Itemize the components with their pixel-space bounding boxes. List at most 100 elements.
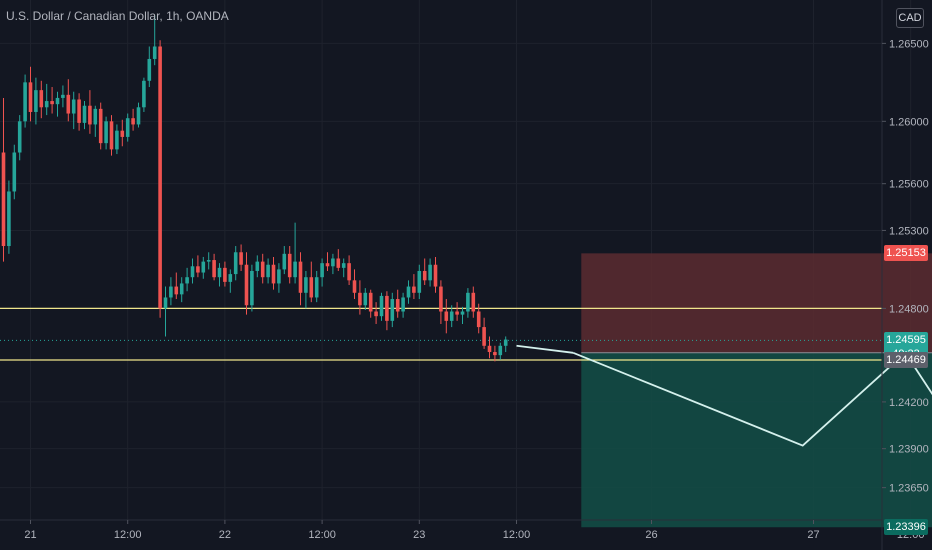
- candle-body: [233, 252, 238, 275]
- candle-body: [304, 277, 308, 293]
- candle-body: [7, 191, 11, 247]
- candle-body: [395, 299, 400, 312]
- candle-body: [347, 263, 351, 281]
- candle-body: [503, 339, 508, 346]
- candle-body: [260, 261, 265, 278]
- candle-body: [385, 295, 389, 321]
- price-axis-label: 1.24200: [889, 397, 929, 409]
- candle-body: [379, 295, 384, 317]
- candle-body: [320, 263, 324, 278]
- candle-body: [493, 352, 497, 356]
- support-level-label: 1.24469: [884, 351, 928, 368]
- candle-body: [12, 152, 17, 192]
- candle-body: [1, 152, 6, 247]
- projection-path: [572, 351, 932, 447]
- candle-body: [466, 292, 470, 312]
- candle-body: [88, 105, 92, 125]
- candle-body: [174, 286, 179, 295]
- candle-body: [374, 311, 378, 317]
- candle-body: [368, 292, 373, 312]
- candle-body: [71, 99, 76, 114]
- time-axis-label: 21: [24, 529, 36, 541]
- candle-body: [271, 264, 276, 284]
- candle-body: [422, 270, 427, 281]
- candle-body: [82, 105, 87, 123]
- candle-body: [277, 269, 281, 284]
- candle-body: [104, 121, 108, 144]
- target-price-label: 1.23396: [884, 519, 928, 536]
- price-axis-label: 1.23900: [889, 444, 929, 456]
- candle-body: [98, 108, 103, 144]
- candle-body: [282, 253, 287, 270]
- candle-body: [439, 286, 443, 312]
- candle-body: [142, 80, 146, 108]
- candle-body: [250, 270, 254, 306]
- candle-body: [358, 292, 362, 306]
- candle-body: [309, 277, 314, 298]
- candles-group: [1, 15, 508, 362]
- candle-body: [212, 260, 216, 278]
- stop-loss-zone: [581, 253, 932, 353]
- candle-body: [190, 266, 195, 278]
- candle-body: [50, 101, 54, 105]
- price-axis-label: 1.26500: [889, 38, 929, 50]
- currency-button[interactable]: CAD: [896, 8, 924, 28]
- candle-body: [471, 292, 476, 312]
- candle-body: [255, 261, 260, 271]
- candle-body: [336, 258, 341, 268]
- candle-body: [363, 292, 368, 306]
- price-axis-label: 1.23650: [889, 483, 929, 495]
- candle-body: [201, 261, 206, 273]
- candle-body: [109, 121, 114, 150]
- candle-body: [179, 283, 184, 295]
- candle-body: [206, 260, 211, 262]
- time-axis-label: 22: [219, 529, 231, 541]
- time-axis-label: 26: [645, 529, 657, 541]
- candle-body: [433, 264, 438, 287]
- time-axis-label: 23: [413, 529, 425, 541]
- candle-body: [444, 311, 449, 321]
- candle-body: [39, 90, 44, 108]
- candle-body: [390, 299, 395, 321]
- candle-body: [406, 286, 411, 298]
- candle-body: [147, 58, 152, 81]
- candle-body: [460, 311, 465, 315]
- candle-body: [55, 97, 60, 105]
- chart-title: U.S. Dollar / Canadian Dollar, 1h, OANDA: [6, 9, 229, 23]
- candle-body: [217, 267, 222, 278]
- candle-body: [331, 258, 335, 267]
- candle-body: [417, 270, 422, 293]
- candle-body: [428, 264, 432, 281]
- candle-body: [228, 274, 233, 282]
- candle-body: [196, 266, 200, 273]
- candle-body: [401, 297, 405, 312]
- candle-body: [169, 286, 173, 298]
- candle-body: [314, 277, 319, 298]
- candle-body: [239, 252, 243, 265]
- candle-body: [244, 264, 249, 306]
- candle-body: [28, 82, 33, 112]
- candle-body: [23, 82, 27, 122]
- candle-body: [17, 121, 22, 153]
- time-axis-label: 12:00: [503, 529, 531, 541]
- stop-price-label: 1.25153: [884, 245, 928, 262]
- candle-body: [93, 108, 98, 125]
- time-axis-label: 12:00: [308, 529, 336, 541]
- price-axis-label: 1.25300: [889, 225, 929, 237]
- take-profit-zone: [581, 352, 932, 528]
- candle-body: [136, 107, 141, 125]
- price-axis-label: 1.24800: [889, 303, 929, 315]
- candle-body: [449, 311, 454, 321]
- candle-body: [158, 46, 162, 309]
- candle-body: [455, 311, 459, 315]
- price-axis-label: 1.26000: [889, 116, 929, 128]
- time-axis-label: 12:00: [114, 529, 142, 541]
- candle-body: [412, 286, 416, 293]
- candle-body: [125, 118, 130, 137]
- candle-body: [77, 99, 81, 123]
- candle-body: [120, 130, 125, 137]
- candle-body: [34, 90, 38, 112]
- candle-body: [352, 280, 357, 293]
- candle-body: [293, 261, 297, 278]
